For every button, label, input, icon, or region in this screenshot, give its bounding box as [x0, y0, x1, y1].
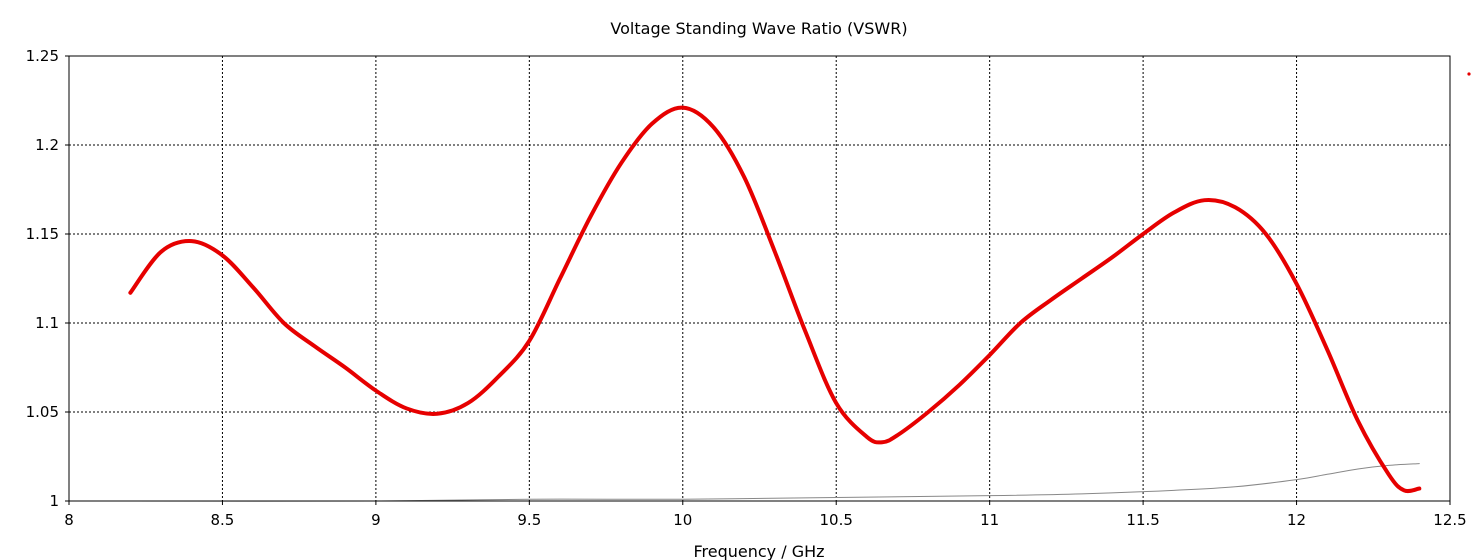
- vswr-series-line: [128, 105, 1422, 494]
- y-tick-label: 1.25: [26, 47, 59, 65]
- x-tick-label: 9: [371, 511, 381, 529]
- secondary-series-line: [129, 463, 1420, 502]
- y-tick-label: 1: [49, 492, 59, 510]
- x-axis-title: Frequency / GHz: [693, 542, 824, 560]
- x-tick-label: 12.5: [1433, 511, 1466, 529]
- x-tick-label: 9.5: [517, 511, 541, 529]
- plot-frame: [68, 55, 1451, 502]
- x-tick-label: 12: [1287, 511, 1306, 529]
- x-tick-label: 11: [980, 511, 999, 529]
- x-tick-label: 8.5: [211, 511, 235, 529]
- y-ticks: 1 1.05 1.1 1.15 1.2 1.25: [26, 47, 69, 510]
- x-ticks: 8 8.5 9 9.5 10 10.5 11 11.5 12 12.5: [64, 501, 1467, 529]
- x-tick-label: 10: [673, 511, 692, 529]
- grid: [69, 56, 1450, 501]
- series-layer: [128, 105, 1422, 502]
- legend-marker: [1467, 72, 1471, 76]
- y-tick-label: 1.2: [35, 136, 59, 154]
- x-tick-label: 10.5: [820, 511, 853, 529]
- x-tick-label: 11.5: [1126, 511, 1159, 529]
- y-tick-label: 1.1: [35, 314, 59, 332]
- x-tick-label: 8: [64, 511, 74, 529]
- chart-title: Voltage Standing Wave Ratio (VSWR): [610, 19, 907, 38]
- y-tick-label: 1.15: [26, 225, 59, 243]
- y-tick-label: 1.05: [26, 403, 59, 421]
